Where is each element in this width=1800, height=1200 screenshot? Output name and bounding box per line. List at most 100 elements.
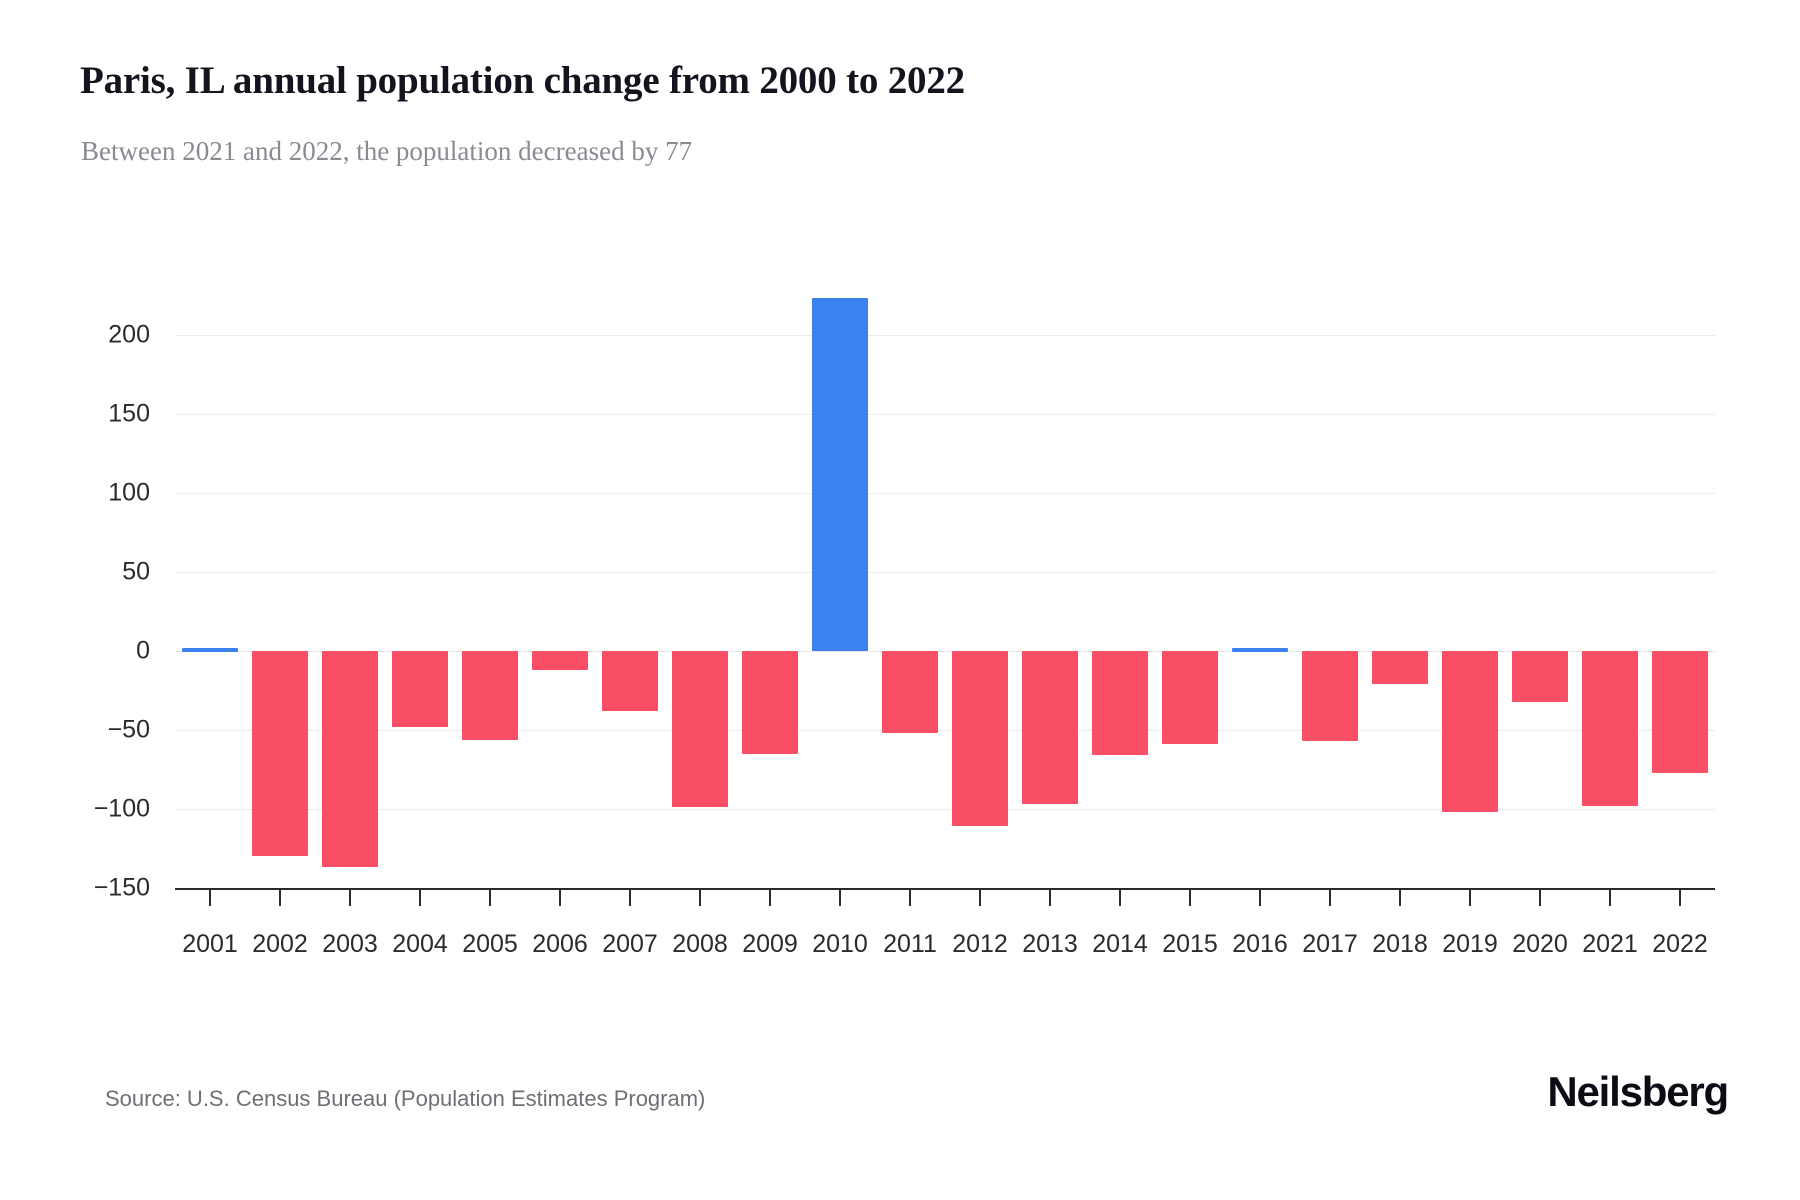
bar-slot [1365,296,1435,888]
y-axis-tick-label: 200 [108,320,150,349]
bar-2012[interactable] [952,651,1008,827]
source-note: Source: U.S. Census Bureau (Population E… [105,1086,706,1111]
x-axis-tick-label-2009: 2009 [742,930,798,958]
bar-slot [1575,296,1645,888]
bar-2002[interactable] [252,651,308,857]
x-axis-tick [1539,888,1541,906]
plot-area: 200 150 100 50 0 −50 −100 −150 [94,296,1715,902]
bar-2016[interactable] [1232,648,1288,653]
page-title: Paris, IL annual population change from … [80,59,965,102]
bar-2009[interactable] [742,651,798,754]
bar-2010[interactable] [812,297,868,652]
bar-slot [1435,296,1505,888]
x-axis-tick [769,888,771,906]
bar-2022[interactable] [1652,651,1708,773]
bar-2001[interactable] [182,648,238,653]
x-axis-tick-label-2005: 2005 [462,930,518,958]
gridline [175,651,1715,653]
gridline [175,572,1715,574]
gridline [175,414,1715,416]
bar-slot [315,296,385,888]
page-subtitle: Between 2021 and 2022, the population de… [81,136,693,166]
bar-2013[interactable] [1022,651,1078,805]
x-axis-tick-label-2001: 2001 [182,930,238,958]
bar-slot [1155,296,1225,888]
gridline [175,493,1715,495]
y-axis-tick-label: 150 [108,399,150,428]
x-axis-tick-label-2008: 2008 [672,930,728,958]
y-axis-tick-label: 0 [136,636,150,665]
bar-slot [525,296,595,888]
x-axis-tick-label-2022: 2022 [1652,930,1708,958]
x-axis-tick [349,888,351,906]
gridline [175,809,1715,811]
x-axis-tick [1609,888,1611,906]
x-axis-tick [1329,888,1331,906]
x-axis-tick-label-2017: 2017 [1302,930,1358,958]
bar-slot [245,296,315,888]
x-axis-tick-label-2020: 2020 [1512,930,1568,958]
x-axis-tick-label-2002: 2002 [252,930,308,958]
x-axis-tick [209,888,211,906]
bar-slot [1015,296,1085,888]
bar-2020[interactable] [1512,651,1568,702]
x-axis-tick [489,888,491,906]
x-axis-tick-label-2010: 2010 [812,930,868,958]
bar-slot [455,296,525,888]
bar-slot [1085,296,1155,888]
x-axis-tick [1119,888,1121,906]
x-axis-tick-label-2011: 2011 [883,930,937,958]
x-axis-tick [1679,888,1681,906]
bar-2007[interactable] [602,651,658,712]
x-axis-line [175,888,1715,890]
x-axis-tick [1049,888,1051,906]
x-axis-tick-label-2013: 2013 [1022,930,1078,958]
bar-slot [945,296,1015,888]
gridline [175,730,1715,732]
bar-2019[interactable] [1442,651,1498,813]
x-axis-tick-label-2016: 2016 [1232,930,1288,958]
gridline [175,335,1715,337]
bar-slot [385,296,455,888]
bar-slot [665,296,735,888]
bar-slot [595,296,665,888]
x-axis-tick [629,888,631,906]
bar-slot [735,296,805,888]
bar-slot [1295,296,1365,888]
x-axis-tick [1469,888,1471,906]
bar-slot [175,296,245,888]
x-axis-tick-label-2012: 2012 [952,930,1008,958]
bar-2018[interactable] [1372,651,1428,685]
bar-2021[interactable] [1582,651,1638,806]
bar-2004[interactable] [392,651,448,727]
bar-2008[interactable] [672,651,728,808]
x-axis-tick [1259,888,1261,906]
x-axis-tick [1189,888,1191,906]
bar-2006[interactable] [532,651,588,671]
bar-2014[interactable] [1092,651,1148,756]
x-axis-tick-label-2021: 2021 [1582,930,1638,958]
x-axis-tick-label-2019: 2019 [1442,930,1498,958]
bar-slot [1225,296,1295,888]
x-axis-tick [699,888,701,906]
x-axis-tick-label-2004: 2004 [392,930,448,958]
bar-2017[interactable] [1302,651,1358,742]
bar-slot [1505,296,1575,888]
x-axis-tick [1399,888,1401,906]
bar-2005[interactable] [462,651,518,740]
y-axis-tick-label: −150 [93,873,150,902]
x-axis-tick [279,888,281,906]
x-axis-tick [909,888,911,906]
bar-slot [1645,296,1715,888]
x-axis-tick [419,888,421,906]
x-axis-tick [839,888,841,906]
x-axis-tick [559,888,561,906]
bar-2015[interactable] [1162,651,1218,745]
y-axis-tick-label: 50 [122,557,150,586]
x-axis-tick-label-2018: 2018 [1372,930,1428,958]
bar-2011[interactable] [882,651,938,734]
x-axis-tick-label-2015: 2015 [1162,930,1218,958]
bar-2003[interactable] [322,651,378,868]
x-axis-tick-label-2007: 2007 [602,930,658,958]
